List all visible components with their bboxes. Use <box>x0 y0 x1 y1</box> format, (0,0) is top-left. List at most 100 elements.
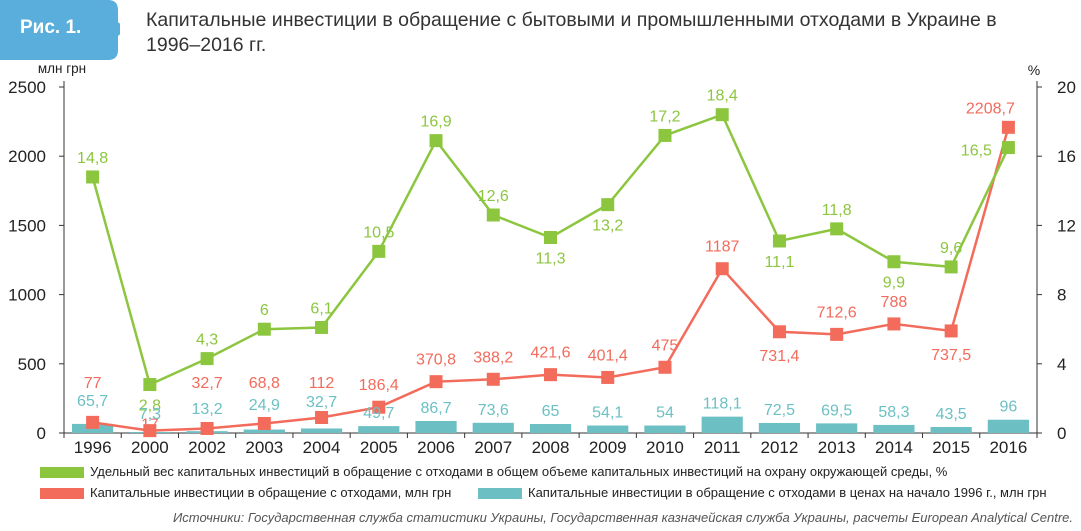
legend-swatch-teal <box>478 488 522 500</box>
bar-2007 <box>472 422 514 433</box>
left-tick-label: 2500 <box>8 78 46 97</box>
green-point-2009 <box>601 198 615 212</box>
x-tick-label: 2011 <box>704 438 741 457</box>
bar-2014 <box>873 424 915 433</box>
x-tick-label: 2007 <box>474 438 512 457</box>
badge-shape <box>0 0 120 60</box>
red-series-line <box>92 126 1010 432</box>
green-point-2006 <box>429 134 443 148</box>
red-point-2013 <box>830 327 844 341</box>
red-label-2011: 1187 <box>705 239 740 256</box>
green-line-series <box>86 108 1015 392</box>
x-tick-label: 2015 <box>932 438 970 457</box>
green-label-2000: 2,8 <box>139 398 161 415</box>
left-axis-unit: млн грн <box>38 61 86 76</box>
red-label-2016: 2208,7 <box>966 100 1015 117</box>
red-label-2009: 401,4 <box>588 347 628 364</box>
x-tick-label: 2000 <box>131 438 169 457</box>
green-point-2000 <box>143 378 157 392</box>
left-tick-label: 1500 <box>8 216 46 235</box>
red-point-2009 <box>601 370 615 384</box>
bar-2005 <box>358 426 400 433</box>
red-point-2000 <box>143 424 157 438</box>
green-label-2010: 17,2 <box>649 108 680 125</box>
legend-label-red: Капитальные инвестиции в обращение с отх… <box>90 485 452 500</box>
green-label-2002: 4,3 <box>196 332 218 349</box>
red-point-2008 <box>544 368 557 382</box>
bar-2010 <box>644 425 686 433</box>
green-point-1996 <box>86 170 100 184</box>
figure-number: Рис. 1. <box>20 17 82 38</box>
x-tick-label: 2003 <box>245 438 283 457</box>
green-point-2003 <box>257 322 271 336</box>
bar-label-2014: 58,3 <box>878 404 909 421</box>
bar-2003 <box>243 429 285 433</box>
red-point-2002 <box>200 421 214 435</box>
green-label-2015: 9,6 <box>940 240 962 257</box>
right-tick-label: 8 <box>1057 286 1066 305</box>
red-point-2006 <box>429 375 443 389</box>
green-label-2013: 11,8 <box>822 202 852 219</box>
bar-label-2005: 49,7 <box>363 405 394 422</box>
green-point-2007 <box>486 208 500 222</box>
left-tick-label: 0 <box>37 424 46 443</box>
green-point-2011 <box>715 108 729 122</box>
red-label-2010: 475 <box>652 337 679 354</box>
x-tick-label: 2009 <box>589 438 627 457</box>
green-label-2012: 11,1 <box>764 254 794 271</box>
legend-item-red: Капитальные инвестиции в обращение с отх… <box>40 485 451 501</box>
source-note: Источники: Государственная служба статис… <box>172 510 1073 525</box>
green-point-2005 <box>372 244 386 258</box>
bar-label-2006: 86,7 <box>420 400 451 417</box>
red-point-1996 <box>86 415 100 429</box>
bar-label-2000: 7,3 <box>139 406 161 423</box>
bar-2006 <box>415 421 457 433</box>
bar-2013 <box>816 423 858 433</box>
bar-2008 <box>529 424 572 433</box>
bar-series <box>72 416 1029 433</box>
bar-label-2013: 69,5 <box>821 402 852 419</box>
bar-label-2002: 13,2 <box>192 401 223 418</box>
bar-label-2009: 54,1 <box>592 405 623 422</box>
x-tick-label: 2013 <box>818 438 856 457</box>
left-tick-label: 1000 <box>8 286 46 305</box>
data-labels: 14,8 2,8 4,3 6 6,1 10,5 16,9 12,6 11,3 13,2 17,2 18… <box>77 88 1017 434</box>
green-label-2009: 13,2 <box>592 218 623 235</box>
red-point-2011 <box>715 262 729 276</box>
red-point-2007 <box>486 372 500 386</box>
green-point-2008 <box>544 231 557 245</box>
green-label-1996: 14,8 <box>77 150 108 167</box>
red-point-2014 <box>887 317 901 331</box>
x-tick-label: 2010 <box>646 438 684 457</box>
legend-swatch-red <box>40 488 84 500</box>
x-tick-label: 2016 <box>989 438 1027 457</box>
bar-label-2016: 96 <box>999 399 1017 416</box>
red-label-2013: 712,6 <box>817 304 857 321</box>
right-axis-unit: % <box>1028 62 1040 78</box>
green-label-2005: 10,5 <box>363 224 394 241</box>
bar-label-2012: 72,5 <box>764 402 795 419</box>
bar-label-2007: 73,6 <box>478 402 509 419</box>
red-label-2000: 17 <box>141 417 159 434</box>
bar-label-2003: 24,9 <box>249 397 280 414</box>
red-point-2010 <box>658 360 672 374</box>
legend-item-teal: Капитальные инвестиции в обращение с отх… <box>478 485 1047 501</box>
x-tick-label: 2006 <box>417 438 455 457</box>
red-point-2012 <box>772 325 786 339</box>
legend-item-green: Удельный вес капитальных инвестиций в об… <box>40 464 947 480</box>
legend-swatch-green <box>40 467 84 479</box>
bar-2004 <box>300 428 343 433</box>
green-label-2014: 9,9 <box>883 275 905 292</box>
bar-2009 <box>587 425 629 433</box>
green-point-2014 <box>887 255 901 269</box>
legend-label-teal: Капитальные инвестиции в обращение с отх… <box>528 485 1047 500</box>
green-point-2010 <box>658 128 672 142</box>
red-point-2005 <box>372 400 386 414</box>
right-tick-label: 12 <box>1057 216 1076 235</box>
bar-label-1996: 65,7 <box>77 393 108 410</box>
red-point-2004 <box>315 410 329 424</box>
green-point-2015 <box>944 260 958 274</box>
bar-2015 <box>930 426 972 433</box>
bar-2012 <box>758 422 801 433</box>
